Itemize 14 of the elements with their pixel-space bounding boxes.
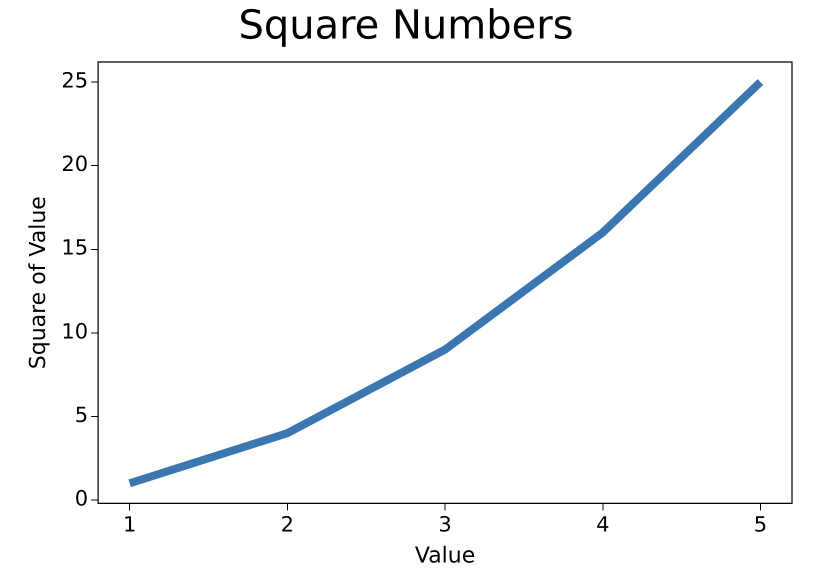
chart-title: Square Numbers	[238, 2, 574, 48]
x-tick-label: 1	[122, 512, 136, 536]
y-tick-label: 5	[74, 402, 88, 427]
x-tick-label: 5	[754, 512, 768, 536]
y-axis-title: Square of Value	[26, 196, 51, 370]
y-tick-label: 10	[61, 319, 88, 344]
y-tick-label: 15	[61, 236, 88, 260]
y-tick-label: 20	[61, 152, 88, 176]
x-tick-label: 3	[438, 512, 452, 536]
x-tick-label: 4	[596, 512, 610, 536]
y-tick-label: 0	[74, 486, 88, 511]
x-tick-label: 2	[280, 512, 294, 536]
y-tick-label: 25	[61, 68, 88, 93]
x-axis-title: Value	[414, 544, 476, 569]
